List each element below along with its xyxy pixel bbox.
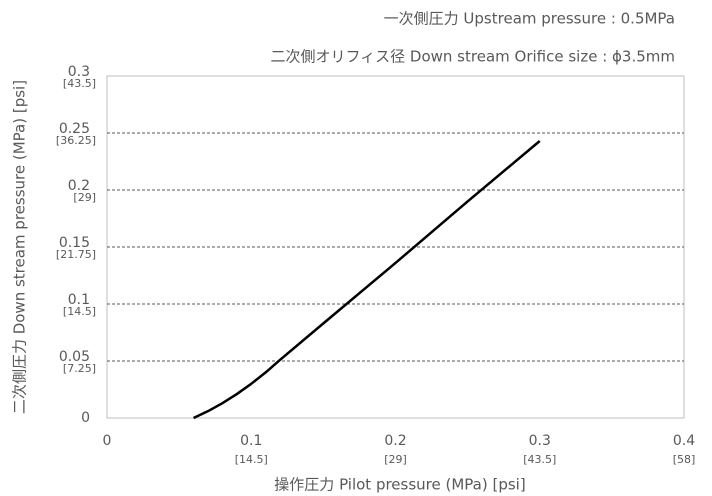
- y-tick-sublabel: [43.5]: [63, 77, 96, 90]
- x-tick-label: 0.4: [673, 433, 695, 449]
- x-axis-label: 操作圧力 Pilot pressure (MPa) [psi]: [274, 476, 525, 494]
- y-tick-sublabel: [36.25]: [56, 134, 96, 147]
- chart-subtitle: 二次側オリフィス径 Down stream Orifice size : ϕ3.…: [270, 48, 675, 66]
- y-tick-label: 0.15: [59, 235, 90, 251]
- x-tick-sublabel: [43.5]: [523, 453, 556, 466]
- data-line: [193, 140, 541, 420]
- y-axis-label: 二次側圧力 Down stream pressure (MPa) [psi]: [11, 80, 29, 414]
- y-tick-label: 0.3: [68, 64, 90, 80]
- y-tick-label: 0.05: [59, 349, 90, 365]
- y-tick-sublabel: [14.5]: [63, 305, 96, 318]
- y-tick-label: 0.1: [68, 292, 90, 308]
- y-tick-label: 0.25: [59, 121, 90, 137]
- x-tick-label: 0.3: [529, 433, 551, 449]
- x-tick-label: 0: [103, 433, 112, 449]
- y-tick-sublabel: [7.25]: [63, 362, 96, 375]
- y-tick-sublabel: [29]: [73, 191, 96, 204]
- x-tick-label: 0.1: [240, 433, 262, 449]
- y-tick-label: 0.2: [68, 178, 90, 194]
- x-tick-sublabel: [14.5]: [235, 453, 268, 466]
- x-tick-label: 0.2: [384, 433, 406, 449]
- x-tick-sublabel: [58]: [673, 453, 696, 466]
- chart-title: 一次側圧力 Upstream pressure : 0.5MPa: [384, 10, 675, 28]
- x-tick-sublabel: [29]: [384, 453, 407, 466]
- y-tick-sublabel: [21.75]: [56, 248, 96, 261]
- y-tick-label: 0: [81, 410, 90, 426]
